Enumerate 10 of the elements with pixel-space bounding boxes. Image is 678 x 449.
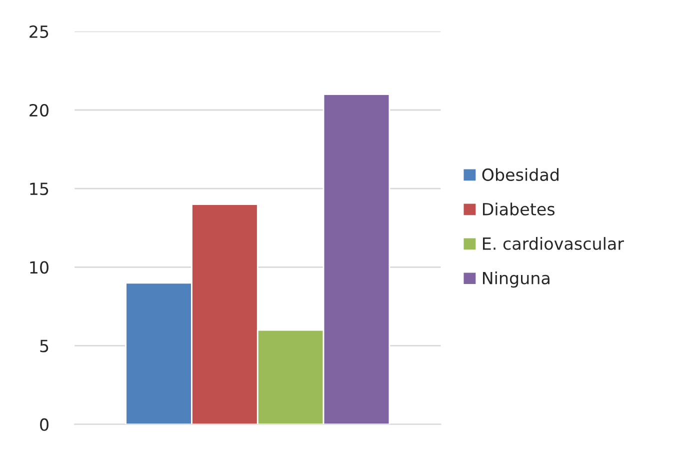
legend-label: E. cardiovascular xyxy=(482,237,624,250)
y-tick-label: 20 xyxy=(30,104,48,117)
y-tick-label: 0 xyxy=(40,418,48,431)
y-tick-label: 10 xyxy=(30,261,48,274)
legend-label: Ninguna xyxy=(482,272,550,288)
y-tick-label: 25 xyxy=(30,25,48,38)
legend-label: Obesidad xyxy=(482,168,558,182)
y-tick-label: 5 xyxy=(40,340,48,352)
y-tick-label: 15 xyxy=(30,182,48,196)
legend-label: Diabetes xyxy=(482,202,555,216)
